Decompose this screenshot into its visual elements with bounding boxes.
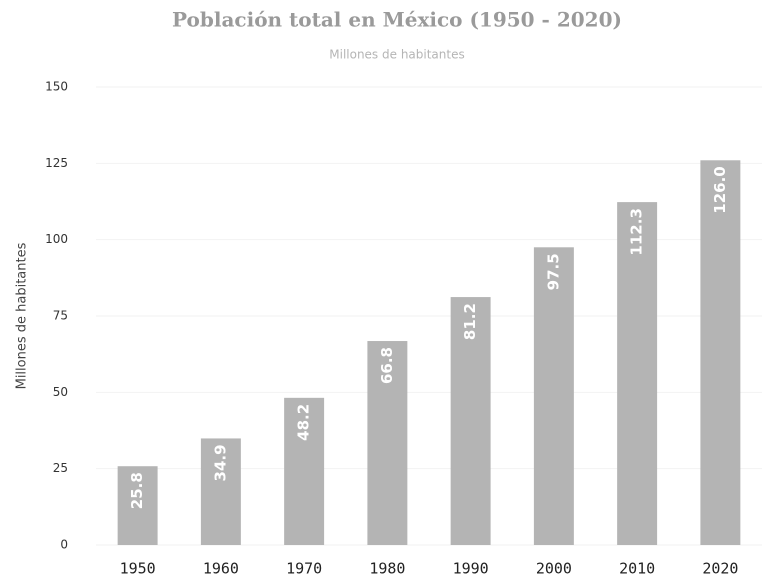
x-tick-label: 1970 (286, 560, 322, 578)
y-tick-label: 50 (53, 385, 68, 399)
data-label: 34.9 (211, 444, 229, 481)
x-tick-label: 1950 (120, 560, 156, 578)
x-tick-label: 1960 (203, 560, 239, 578)
bar (617, 202, 658, 546)
y-tick-label: 25 (53, 461, 68, 475)
bar (117, 466, 158, 545)
data-label: 48.2 (295, 404, 313, 441)
y-tick-label: 0 (60, 538, 68, 552)
data-label: 112.3 (628, 208, 646, 255)
data-label: 126.0 (711, 166, 729, 213)
y-axis-label: Millones de habitantes (15, 242, 30, 389)
y-tick-label: 75 (53, 309, 68, 323)
bar (367, 341, 408, 545)
bar (700, 160, 741, 545)
y-tick-label: 150 (45, 80, 68, 94)
data-label: 97.5 (544, 253, 562, 290)
y-tick-label: 125 (45, 156, 68, 170)
y-tick-label: 100 (45, 232, 68, 246)
x-tick-label: 1990 (453, 560, 489, 578)
x-tick-label: 2020 (702, 560, 738, 578)
bar (284, 397, 325, 545)
data-label: 25.8 (128, 472, 146, 509)
data-label: 66.8 (378, 347, 396, 384)
bar (533, 247, 574, 546)
x-tick-label: 1980 (369, 560, 405, 578)
x-tick-label: 2010 (619, 560, 655, 578)
chart-subtitle: Millones de habitantes (329, 48, 464, 62)
data-label: 81.2 (461, 303, 479, 340)
chart-title: Población total en México (1950 - 2020) (172, 8, 622, 32)
bar (450, 297, 491, 545)
x-tick-label: 2000 (536, 560, 572, 578)
bar (200, 438, 241, 545)
